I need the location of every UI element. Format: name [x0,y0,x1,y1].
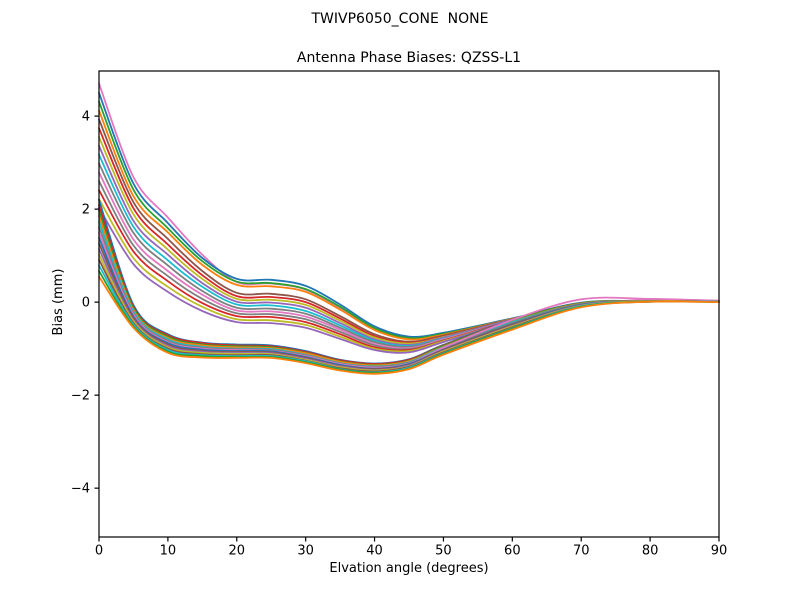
series-line [98,127,720,344]
chart-subtitle: Antenna Phase Biases: QZSS-L1 [297,50,521,66]
x-tick-label: 40 [366,544,383,559]
series-line [98,180,720,351]
x-tick-label: 70 [573,544,590,559]
series-line [98,153,720,347]
y-tick-label: −2 [71,389,90,404]
x-tick-label: 90 [711,544,728,559]
x-tick-label: 50 [435,544,452,559]
x-tick-label: 80 [642,544,659,559]
x-tick-label: 30 [297,544,314,559]
x-tick-label: 20 [229,544,246,559]
y-tick-label: −4 [71,482,90,497]
y-tick-label: 0 [82,296,90,311]
plot-frame [98,70,720,538]
series-group [98,82,720,375]
series-line [98,171,720,350]
x-axis-label: Elvation angle (degrees) [329,561,488,576]
y-axis-ticks: −4 −2 0 2 4 [71,110,99,497]
y-tick-label: 4 [82,110,90,125]
x-tick-label: 60 [504,544,521,559]
series-line [98,82,720,340]
x-tick-label: 0 [95,544,103,559]
y-tick-label: 2 [82,203,90,218]
series-line [98,118,720,343]
chart-title: TWIVP6050_CONE NONE [311,11,489,27]
x-axis-ticks: 0 10 20 30 40 50 60 70 80 90 [95,537,727,559]
series-line [98,136,720,345]
x-tick-label: 10 [160,544,177,559]
series-line [98,275,720,375]
y-axis-label: Bias (mm) [51,269,66,336]
